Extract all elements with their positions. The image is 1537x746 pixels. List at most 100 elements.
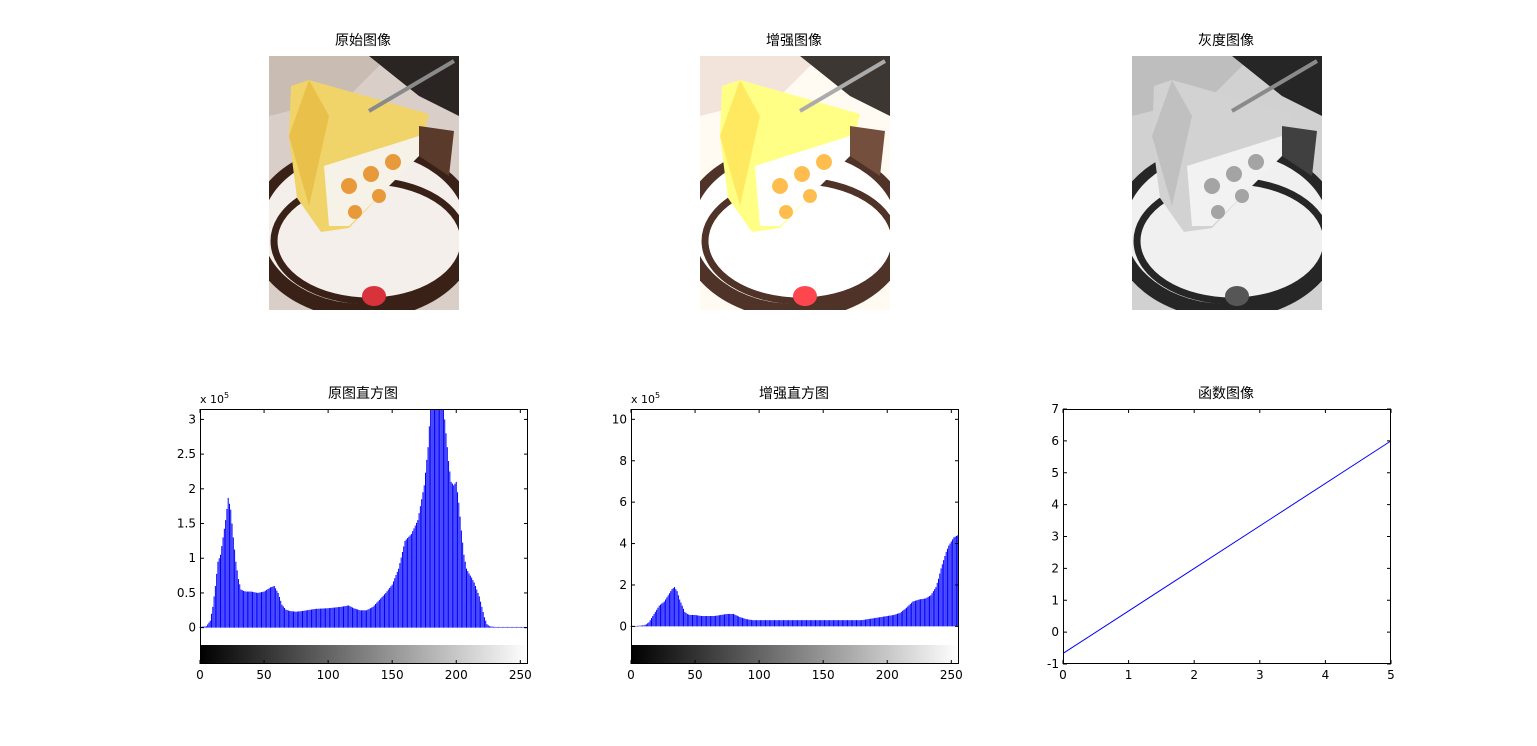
histogram-bar	[212, 606, 214, 628]
histogram-bar	[939, 573, 941, 627]
histogram-bar	[922, 598, 924, 627]
histogram-bar	[668, 593, 670, 627]
y-tick-label: 3	[188, 412, 196, 426]
histogram-bar	[258, 592, 260, 628]
histogram-bar	[296, 611, 298, 628]
histogram-bar	[779, 620, 781, 627]
histogram-bar	[407, 538, 409, 628]
histogram-bar	[734, 614, 736, 627]
histogram-bar	[521, 626, 523, 628]
y-tick-label: 4	[1051, 498, 1059, 512]
histogram-bar	[821, 620, 823, 627]
chart-enhanced-histogram: 增强直方图 x 105 0 50 100 150 200 250 0 2 4 6 8 10	[612, 385, 963, 682]
histogram-bar	[885, 616, 887, 627]
histogram-bar	[853, 620, 855, 627]
histogram-bar	[330, 607, 332, 628]
histogram-bar	[453, 485, 455, 628]
histogram-bar	[791, 620, 793, 627]
histogram-bar	[699, 615, 701, 627]
histogram-bar	[285, 609, 287, 628]
histogram-bar	[831, 620, 833, 627]
histogram-bar	[344, 606, 346, 628]
histogram-bar	[375, 604, 377, 628]
y-tick-label: 4	[619, 537, 627, 551]
histogram-bar	[841, 620, 843, 627]
histogram-bar	[950, 541, 952, 627]
histogram-bar	[317, 608, 319, 628]
histogram-bar	[926, 597, 928, 627]
histogram-bar	[941, 564, 943, 627]
histogram-bar	[278, 596, 280, 628]
histogram-bar	[433, 409, 435, 628]
histogram-bar	[750, 619, 752, 627]
histogram-bar	[293, 611, 295, 628]
histogram-bar	[252, 591, 254, 628]
histogram-bar	[882, 616, 884, 627]
histogram-bar	[308, 609, 310, 628]
histogram-bar	[349, 606, 351, 628]
x-tick-label: 250	[940, 668, 963, 682]
histogram-bar	[898, 613, 900, 627]
histogram-bar	[789, 620, 791, 627]
histogram-bar	[776, 620, 778, 627]
histogram-bar	[205, 626, 207, 628]
x-tick-label: 5	[1387, 668, 1395, 682]
histogram-bar	[345, 605, 347, 628]
histogram-bar	[418, 513, 420, 628]
histogram-bar	[275, 588, 277, 628]
histogram-bar	[269, 587, 271, 628]
histogram-bar	[218, 558, 220, 628]
histogram-bar	[702, 616, 704, 627]
histogram-bar	[722, 614, 724, 627]
histogram-bar	[953, 537, 955, 627]
histogram-bar	[642, 625, 644, 627]
histogram-bar	[235, 561, 237, 628]
histogram-bar	[487, 625, 489, 628]
histogram-bar	[657, 607, 659, 627]
histogram-bar	[441, 409, 443, 628]
histogram-bar	[916, 600, 918, 627]
histogram-bar	[208, 622, 210, 628]
histogram-bar	[808, 620, 810, 627]
histogram-bar	[262, 591, 264, 628]
histogram-bar	[733, 613, 734, 627]
histogram-bar	[881, 616, 883, 627]
histogram-bar	[282, 606, 284, 628]
histogram-bar	[512, 626, 514, 628]
histogram-bar	[830, 620, 832, 627]
histogram-bar	[748, 619, 750, 627]
x-tick-label: 250	[509, 668, 532, 682]
cake-image-enhanced	[680, 56, 910, 319]
histogram-bar	[455, 481, 457, 628]
histogram-bar	[336, 607, 338, 628]
histogram-bar	[911, 602, 913, 627]
histogram-bar	[756, 620, 758, 627]
histogram-bar	[775, 620, 777, 627]
histogram-bar	[214, 586, 216, 628]
y-tick-label: 0	[188, 621, 196, 635]
histogram-bar	[658, 605, 660, 627]
histogram-bar	[662, 602, 664, 627]
y-tick-label: 1.5	[177, 517, 196, 531]
histogram-bar	[861, 620, 863, 627]
histogram-bar	[739, 617, 741, 627]
histogram-bar	[321, 608, 323, 628]
histogram-bar	[230, 509, 232, 628]
histogram-bar	[929, 596, 931, 627]
histogram-bar	[494, 626, 496, 628]
histogram-bar	[674, 587, 676, 627]
histogram-bar	[930, 595, 932, 627]
histogram-bar	[363, 610, 365, 628]
y-tick-label: 0	[1051, 625, 1059, 639]
histogram-bar	[720, 614, 722, 627]
histogram-bar	[422, 492, 424, 628]
histogram-bar	[817, 620, 819, 627]
histogram-bar	[303, 610, 305, 628]
histogram-bar	[236, 570, 238, 628]
histogram-bar	[914, 600, 916, 627]
histogram-bar	[903, 609, 905, 627]
x-tick-label: 150	[381, 668, 404, 682]
image-panel-original: 原始图像	[249, 33, 479, 319]
histogram-bar	[291, 611, 293, 628]
histogram-bar	[715, 615, 717, 627]
